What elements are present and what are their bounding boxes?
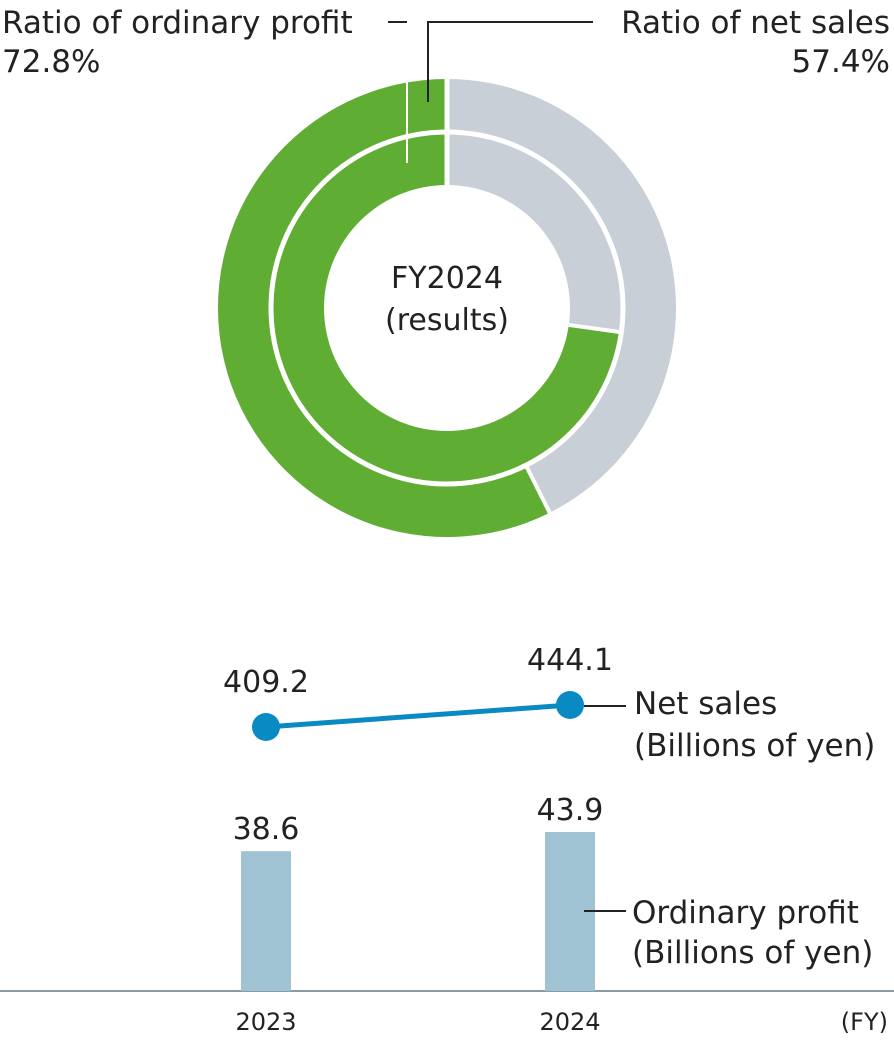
net-sales-value-label-2024: 444.1 [527, 643, 613, 678]
donut-center-line-2: (results) [385, 303, 509, 338]
donut-hole [324, 185, 570, 431]
x-tick-label-2024: 2024 [539, 1008, 600, 1036]
inner-ring-value: 72.8% [2, 44, 100, 80]
donut-chart [218, 77, 676, 537]
donut-center-line-1: FY2024 [391, 261, 503, 296]
outer-ring-value: 57.4% [792, 44, 890, 80]
ordinary-profit-unit: (Billions of yen) [632, 935, 873, 971]
net-sales-point-2024 [556, 691, 584, 719]
ring-separator-outer [524, 464, 553, 516]
ordinary-profit-caption: Ordinary profit [632, 895, 859, 931]
net-sales-value-label-2023: 409.2 [223, 665, 309, 700]
outer-ring-label: Ratio of net sales [621, 5, 890, 41]
bar-value-label-2023: 38.6 [233, 812, 300, 847]
outer-ring-leader [427, 21, 593, 102]
net-sales-point-2023 [252, 713, 280, 741]
net-sales-line [265, 702, 571, 730]
x-axis-unit: (FY) [841, 1008, 888, 1036]
ring-gap [268, 129, 626, 487]
inner-ring-label: Ratio of ordinary profit [2, 5, 353, 41]
net-sales-unit: (Billions of yen) [634, 728, 875, 764]
net-sales-caption: Net sales [634, 686, 777, 722]
ring-separator-inner [568, 322, 622, 335]
bar-ordinary-profit-2023 [241, 851, 291, 991]
bar-value-label-2024: 43.9 [537, 793, 604, 828]
x-tick-label-2023: 2023 [235, 1008, 296, 1036]
